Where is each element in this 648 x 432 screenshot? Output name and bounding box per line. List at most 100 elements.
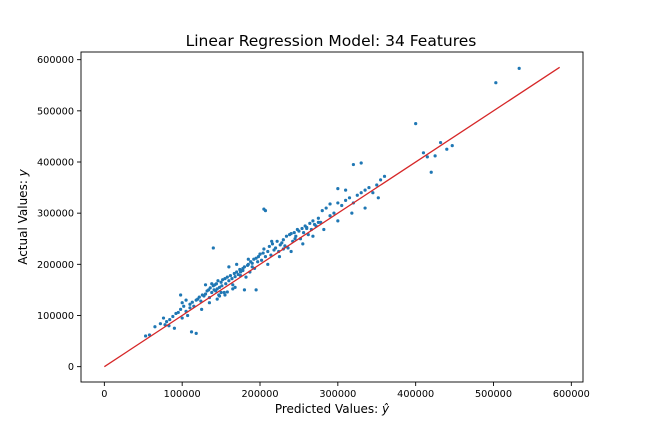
data-point <box>223 293 227 297</box>
data-point <box>433 154 437 158</box>
data-point <box>344 188 348 192</box>
data-point <box>211 246 215 250</box>
data-point <box>300 226 304 231</box>
data-point <box>301 231 306 235</box>
data-point <box>311 234 315 238</box>
data-point <box>363 206 367 210</box>
data-point <box>367 185 371 190</box>
data-point <box>219 280 223 284</box>
data-point <box>294 234 298 238</box>
data-point <box>246 262 250 266</box>
data-point <box>244 275 248 279</box>
data-point <box>344 198 348 202</box>
chart-title: Linear Regression Model: 34 Features <box>186 32 477 50</box>
y-tick-label: 500000 <box>37 106 74 117</box>
data-point <box>184 298 188 302</box>
data-point <box>316 220 320 224</box>
data-point <box>217 294 222 298</box>
data-point <box>227 279 231 283</box>
data-point <box>336 187 340 191</box>
data-point <box>382 174 387 178</box>
data-point <box>266 249 270 254</box>
y-axis-label: Actual Values: y <box>16 168 30 264</box>
data-point <box>371 191 375 195</box>
data-point <box>158 322 162 326</box>
data-point <box>215 297 219 301</box>
data-point <box>231 283 235 287</box>
data-point <box>254 288 258 292</box>
data-point <box>289 249 293 254</box>
y-tick-label: 600000 <box>37 55 74 66</box>
data-point <box>176 310 180 315</box>
data-point <box>350 211 354 215</box>
data-point <box>214 282 219 286</box>
data-point <box>216 279 220 283</box>
data-point <box>267 244 271 249</box>
data-point <box>277 255 282 259</box>
y-tick-label: 400000 <box>37 158 74 169</box>
data-point <box>305 226 309 231</box>
data-point <box>328 214 332 218</box>
data-point <box>351 162 355 167</box>
data-point <box>340 203 344 208</box>
data-point <box>336 219 340 223</box>
data-point <box>263 255 268 259</box>
data-point <box>363 188 367 192</box>
data-point <box>186 313 190 318</box>
data-point <box>165 320 169 324</box>
data-point <box>308 221 312 225</box>
data-point <box>222 290 226 295</box>
data-point <box>258 252 262 256</box>
data-point <box>414 122 418 126</box>
x-tick-label: 200000 <box>242 389 279 400</box>
data-point <box>182 304 186 308</box>
data-point <box>379 178 383 182</box>
data-point <box>238 270 243 274</box>
data-point <box>210 282 214 286</box>
data-point <box>200 307 204 311</box>
data-point <box>233 285 237 289</box>
data-point <box>293 237 297 241</box>
data-point <box>188 306 192 310</box>
y-tick-label: 0 <box>68 362 74 373</box>
data-point <box>153 325 157 329</box>
data-point <box>261 251 265 255</box>
data-point <box>425 155 429 159</box>
data-point <box>197 295 201 299</box>
data-point <box>359 191 363 195</box>
data-point <box>188 302 192 306</box>
plot-frame <box>80 51 584 383</box>
x-tick-label: 100000 <box>164 389 201 400</box>
data-point <box>215 287 219 291</box>
data-point <box>241 268 245 273</box>
x-axis-label-text: Predicted Values: <box>275 402 382 416</box>
x-tick-label: 0 <box>101 389 107 400</box>
x-axis-label-symbol: ŷ <box>381 402 390 416</box>
data-point <box>250 265 254 269</box>
x-tick-label: 600000 <box>553 389 590 400</box>
data-point <box>161 316 166 320</box>
data-point <box>450 144 454 148</box>
data-point <box>242 288 247 292</box>
data-point <box>292 231 296 235</box>
x-axis-label: Predicted Values: ŷ <box>275 402 390 416</box>
data-point <box>375 183 379 187</box>
data-point <box>203 283 208 287</box>
data-point <box>189 330 194 334</box>
data-point <box>270 242 275 246</box>
data-point <box>231 287 235 291</box>
x-tick-label: 400000 <box>397 389 434 400</box>
reference-line <box>103 66 561 368</box>
data-point <box>172 326 176 330</box>
data-point <box>273 246 278 250</box>
data-point <box>517 66 521 70</box>
data-point <box>421 151 426 155</box>
y-axis-label-text: Actual Values: <box>16 176 30 264</box>
data-point <box>284 234 289 238</box>
data-point <box>336 201 340 205</box>
data-point <box>225 290 229 294</box>
data-point <box>180 316 184 320</box>
data-point <box>445 147 449 151</box>
data-point <box>275 239 279 243</box>
